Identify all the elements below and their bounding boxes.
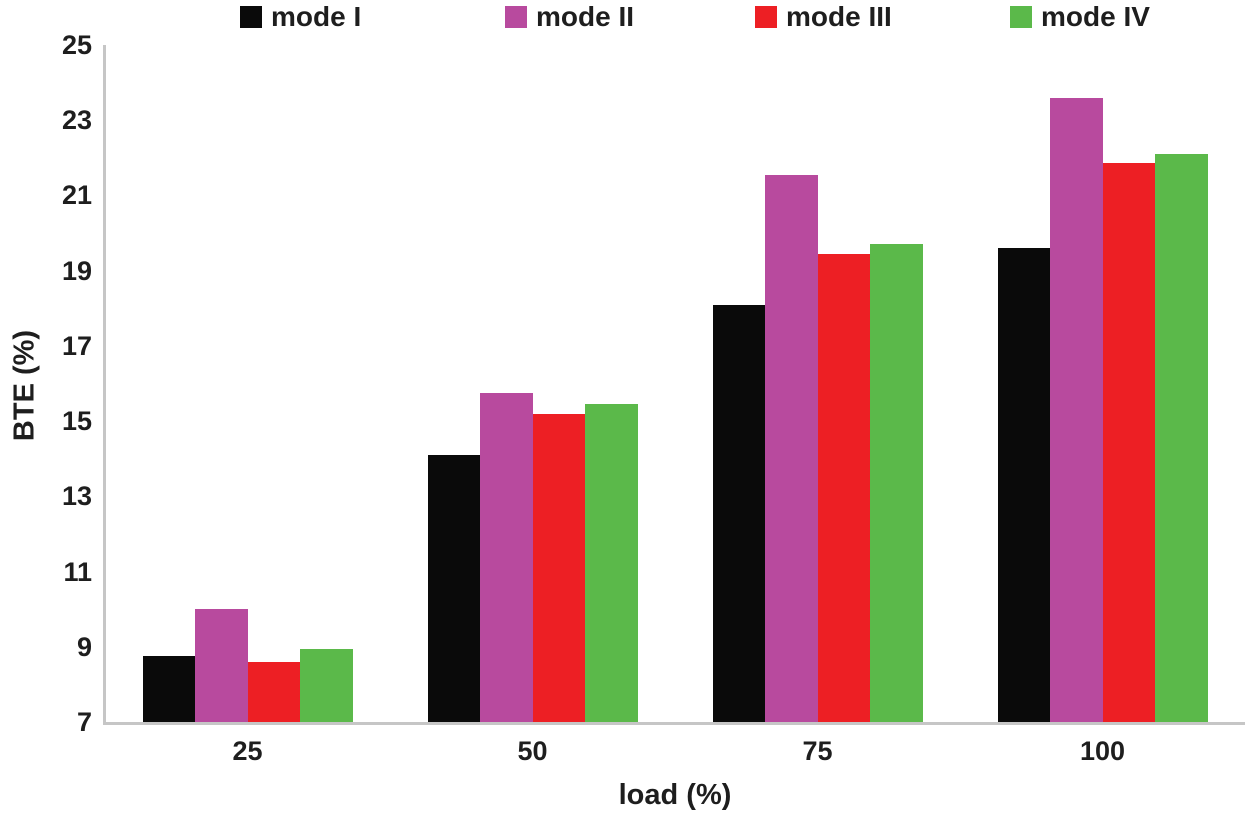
legend-label: mode I bbox=[271, 1, 362, 32]
bar-mode-III-75 bbox=[817, 253, 870, 722]
bar-mode-I-25 bbox=[142, 656, 195, 722]
bar-mode-IV-25 bbox=[300, 648, 353, 722]
legend-label: mode II bbox=[536, 1, 635, 32]
bar-mode-II-100 bbox=[1050, 97, 1103, 722]
bar-mode-IV-75 bbox=[870, 244, 923, 722]
y-tick-label-13: 13 bbox=[61, 481, 92, 512]
plot-area bbox=[103, 45, 1245, 725]
y-tick-label-15: 15 bbox=[61, 406, 92, 437]
x-axis-title: load (%) bbox=[618, 779, 732, 811]
legend-item-mode-II: mode II bbox=[505, 3, 634, 31]
legend-item-mode-IV: mode IV bbox=[1010, 3, 1150, 31]
x-tick-label-75: 75 bbox=[802, 736, 833, 766]
bar-mode-IV-50 bbox=[585, 404, 638, 722]
bar-mode-III-50 bbox=[532, 413, 585, 722]
y-tick-label-25: 25 bbox=[61, 30, 92, 60]
y-axis-title: BTE (%) bbox=[8, 329, 41, 442]
legend-label: mode III bbox=[786, 1, 892, 32]
x-tick-label-25: 25 bbox=[232, 736, 263, 766]
y-tick-label-7: 7 bbox=[76, 707, 92, 737]
legend-item-mode-I: mode I bbox=[240, 3, 361, 31]
bar-mode-I-50 bbox=[427, 454, 480, 722]
legend-label: mode IV bbox=[1041, 1, 1150, 32]
legend-swatch-mode-II bbox=[505, 6, 527, 28]
bar-mode-II-75 bbox=[765, 174, 818, 722]
y-tick-label-17: 17 bbox=[61, 330, 92, 361]
bar-mode-I-75 bbox=[712, 304, 765, 722]
bar-mode-IV-100 bbox=[1155, 154, 1208, 722]
y-tick-label-21: 21 bbox=[61, 180, 92, 211]
legend-swatch-mode-IV bbox=[1010, 6, 1032, 28]
x-tick-label-100: 100 bbox=[1079, 736, 1126, 766]
bar-mode-II-25 bbox=[195, 609, 248, 722]
bar-mode-II-50 bbox=[480, 392, 533, 722]
y-tick-label-19: 19 bbox=[61, 255, 92, 286]
y-tick-label-9: 9 bbox=[76, 631, 92, 662]
legend-item-mode-III: mode III bbox=[755, 3, 892, 31]
bar-mode-III-25 bbox=[247, 661, 300, 722]
legend-swatch-mode-I bbox=[240, 6, 262, 28]
y-tick-label-23: 23 bbox=[61, 105, 92, 136]
y-tick-label-11: 11 bbox=[63, 556, 92, 587]
x-tick-label-50: 50 bbox=[517, 736, 548, 766]
bar-mode-I-100 bbox=[997, 248, 1050, 722]
legend-swatch-mode-III bbox=[755, 6, 777, 28]
bar-mode-III-100 bbox=[1102, 163, 1155, 722]
